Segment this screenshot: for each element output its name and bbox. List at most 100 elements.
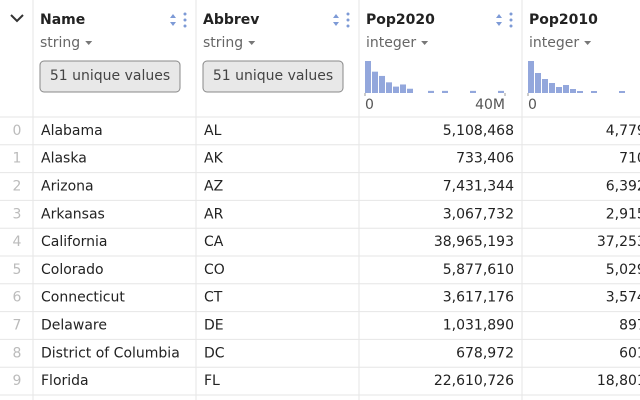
column-type[interactable]: integer: [529, 35, 579, 51]
cell: 37,253,956: [597, 234, 640, 250]
cell: CT: [204, 290, 223, 306]
histogram-bar: [407, 88, 413, 93]
cell: 897,934: [619, 318, 640, 334]
row-index: 5: [13, 262, 22, 278]
histogram-bar: [528, 61, 534, 93]
row-index: 8: [13, 345, 22, 361]
cell: DC: [204, 345, 225, 361]
column-name[interactable]: Abbrev: [203, 12, 259, 28]
menu-dot[interactable]: [509, 18, 513, 22]
histogram-bar: [393, 86, 399, 93]
histogram-bar: [470, 90, 476, 93]
cell: FL: [204, 373, 220, 389]
cell: 7,431,344: [443, 179, 514, 195]
cell: Arkansas: [41, 206, 105, 222]
cell: 3,617,176: [443, 290, 514, 306]
row-index: 4: [13, 234, 22, 250]
type-caret: [584, 41, 592, 45]
row-index: 1: [13, 151, 22, 167]
cell: Connecticut: [41, 290, 125, 306]
type-caret: [248, 41, 256, 45]
menu-dot[interactable]: [183, 24, 187, 28]
cell: 710,231: [619, 151, 640, 167]
row-index: 9: [13, 373, 22, 389]
cell: Alabama: [41, 123, 103, 139]
column-type[interactable]: integer: [366, 35, 416, 51]
cell: Alaska: [41, 151, 87, 167]
sort-icon[interactable]: [170, 14, 176, 26]
axis-tick-label: 0: [528, 97, 537, 113]
histogram-bar: [372, 71, 378, 93]
histogram-bar: [365, 61, 371, 93]
row-index: 0: [13, 123, 22, 139]
sort-icon[interactable]: [333, 14, 339, 26]
cell: 5,877,610: [443, 262, 514, 278]
cell: California: [41, 234, 107, 250]
cell: 733,406: [456, 151, 514, 167]
histogram-bar: [570, 89, 576, 93]
histogram-bar: [386, 82, 392, 93]
cell: Colorado: [41, 262, 104, 278]
row-index: 2: [13, 179, 22, 195]
column-type[interactable]: string: [203, 35, 243, 51]
menu-dot[interactable]: [346, 24, 350, 28]
collapse-chevron[interactable]: [10, 14, 24, 23]
cell: 601,723: [619, 345, 640, 361]
cell: Florida: [41, 373, 89, 389]
cell: CO: [204, 262, 225, 278]
histogram-bar: [379, 75, 385, 93]
menu-dot[interactable]: [346, 18, 350, 22]
cell: 38,965,193: [434, 234, 514, 250]
histogram-bar: [428, 90, 434, 93]
histogram-bar: [549, 83, 555, 93]
cell: 1,031,890: [443, 318, 514, 334]
histogram-bar: [563, 85, 569, 93]
cell: District of Columbia: [41, 345, 180, 361]
column-name[interactable]: Pop2010: [529, 12, 598, 28]
row-index: 7: [13, 318, 22, 334]
cell: CA: [204, 234, 224, 250]
menu-dot[interactable]: [183, 12, 187, 16]
summary-label: 51 unique values: [50, 68, 170, 84]
summary-box: [202, 60, 344, 93]
cell: 678,972: [456, 345, 514, 361]
summary-label: 51 unique values: [213, 68, 333, 84]
cell: 5,108,468: [443, 123, 514, 139]
cell: 3,067,732: [443, 206, 514, 222]
cell: DE: [204, 318, 224, 334]
histogram-bar: [591, 91, 597, 93]
cell: AL: [204, 123, 222, 139]
column-name[interactable]: Pop2020: [366, 12, 435, 28]
cell: 18,801,310: [597, 373, 640, 389]
row-index: 3: [13, 206, 22, 222]
histogram-bar: [542, 79, 548, 93]
cell: 5,029,196: [606, 262, 640, 278]
histogram-bar: [535, 73, 541, 93]
column-type[interactable]: string: [40, 35, 80, 51]
type-caret: [85, 41, 93, 45]
axis-tick-label: 40M: [475, 97, 505, 113]
menu-dot[interactable]: [183, 18, 187, 22]
cell: AZ: [204, 179, 223, 195]
menu-dot[interactable]: [346, 12, 350, 16]
histogram-bar: [556, 87, 562, 93]
cell: 6,392,017: [606, 179, 640, 195]
histogram-bar: [498, 90, 504, 93]
cell: 2,915,918: [606, 206, 640, 222]
cell: AK: [204, 151, 224, 167]
type-caret: [421, 41, 429, 45]
cell: Arizona: [41, 179, 94, 195]
histogram-bar: [619, 91, 625, 93]
cell: 3,574,097: [606, 290, 640, 306]
summary-box: [39, 60, 181, 93]
histogram-bar: [577, 91, 583, 93]
cell: 4,779,736: [606, 123, 640, 139]
sort-icon[interactable]: [496, 14, 502, 26]
menu-dot[interactable]: [509, 12, 513, 16]
column-name[interactable]: Name: [40, 12, 85, 28]
menu-dot[interactable]: [509, 24, 513, 28]
axis-tick-label: 0: [365, 97, 374, 113]
cell: Delaware: [41, 318, 107, 334]
